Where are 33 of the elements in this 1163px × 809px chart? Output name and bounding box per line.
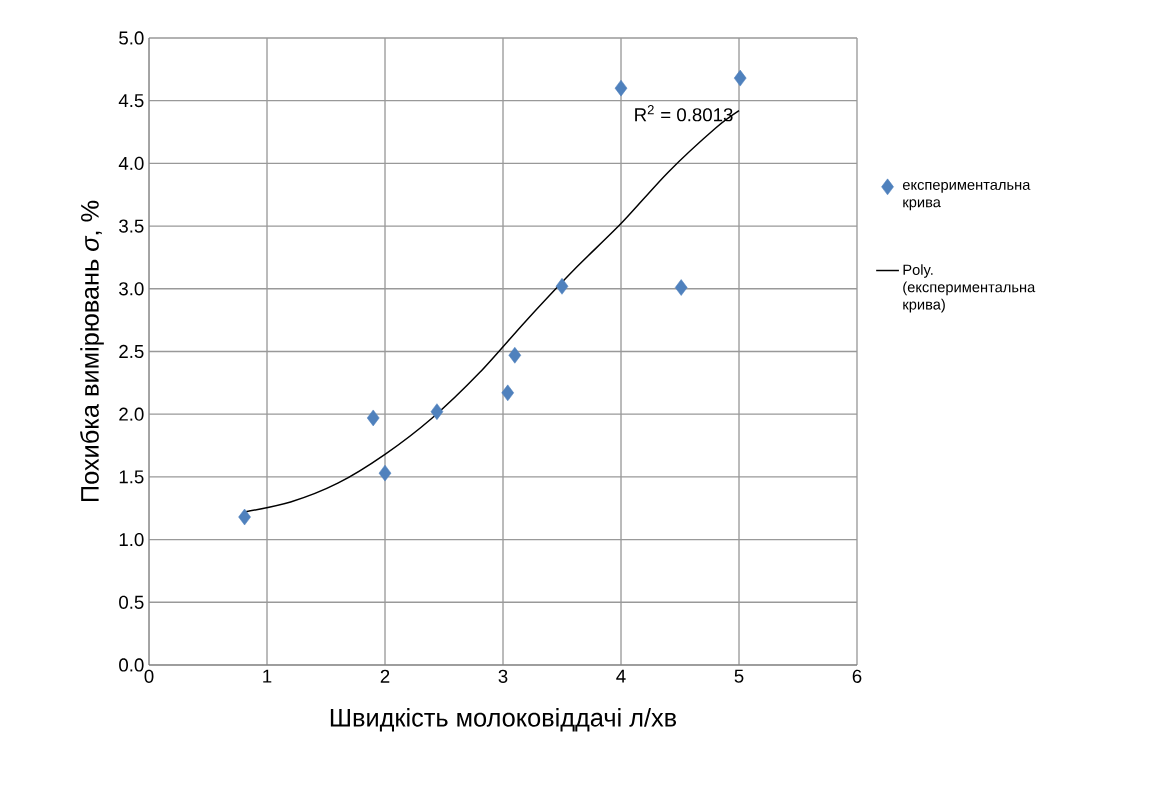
x-tick-label: 3 — [498, 669, 508, 683]
y-tick-label: 1.5 — [119, 470, 144, 484]
y-tick-label: 0.5 — [119, 595, 144, 609]
y-tick-label: 1.0 — [119, 532, 144, 547]
y-tick-label: 5.0 — [119, 31, 144, 45]
y-tick-label: 0.0 — [119, 658, 144, 672]
point — [733, 69, 747, 87]
y-tick-label: 4.5 — [118, 94, 144, 108]
point — [430, 403, 444, 420]
y-tick-label: 4.0 — [118, 156, 144, 171]
point — [378, 464, 392, 482]
x-tick-label: 2 — [380, 669, 390, 683]
x-tick-label: 6 — [852, 669, 862, 683]
point — [674, 279, 688, 296]
point — [614, 79, 628, 97]
point — [238, 508, 251, 526]
y-tick-label: 2.5 — [119, 344, 144, 359]
legend-label: Poly. (експериментальна крива) — [903, 264, 1036, 313]
annotation: R$^{2}$ = 0.8013 — [635, 105, 733, 122]
y-axis-title: Похибка вимірювань σ, % — [80, 200, 104, 502]
point — [501, 384, 514, 402]
point — [555, 278, 569, 295]
point — [366, 409, 380, 427]
y-tick-label: 2.0 — [119, 407, 144, 421]
x-tick-label: 5 — [734, 669, 744, 683]
x-axis-title: Швидкість молоковіддачі л/хв — [330, 708, 677, 732]
x-tick-label: 4 — [616, 669, 626, 683]
legend-label: експериментальна крива — [902, 181, 1031, 211]
x-tick-label: 1 — [263, 669, 272, 683]
y-tick-label: 3.0 — [119, 282, 144, 296]
point — [508, 346, 522, 364]
x-tick-label: 0 — [144, 669, 154, 683]
y-tick-label: 3.5 — [119, 219, 144, 233]
